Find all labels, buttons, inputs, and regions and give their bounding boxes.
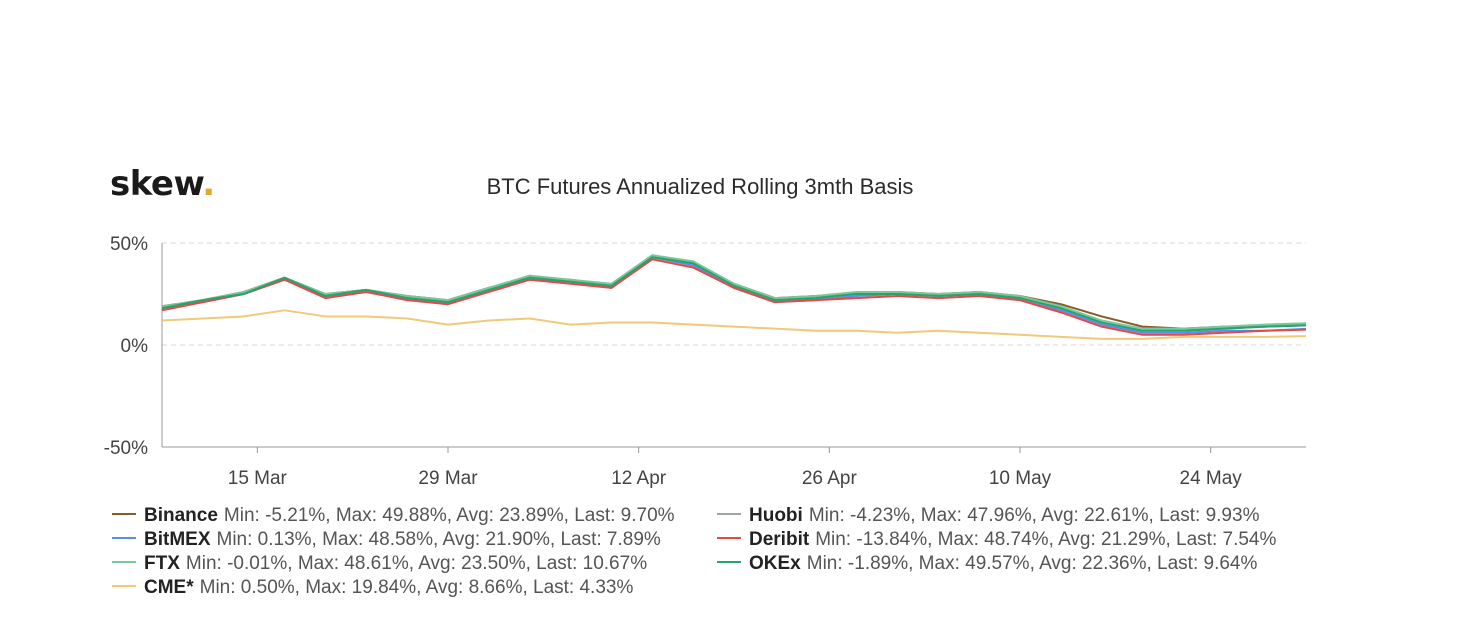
legend-swatch xyxy=(112,584,136,587)
legend-item-cme[interactable]: CME* Min: 0.50%, Max: 19.84%, Avg: 8.66%,… xyxy=(112,576,633,600)
legend-series-name: CME* xyxy=(144,577,194,598)
legend-swatch xyxy=(717,512,741,515)
legend-item-ftx[interactable]: FTX Min: -0.01%, Max: 48.61%, Avg: 23.50%… xyxy=(112,552,647,576)
legend-swatch xyxy=(112,560,136,563)
legend-swatch xyxy=(717,560,741,563)
legend-series-stats: Min: -13.84%, Max: 48.74%, Avg: 21.29%, … xyxy=(815,529,1277,550)
series-line-ftx xyxy=(161,254,1307,330)
legend-item-huobi[interactable]: Huobi Min: -4.23%, Max: 47.96%, Avg: 22.6… xyxy=(717,504,1259,528)
x-tick-label: 12 Apr xyxy=(611,468,667,489)
series-line-binance xyxy=(161,254,1307,330)
legend-swatch xyxy=(112,536,136,539)
legend-item-okex[interactable]: OKEx Min: -1.89%, Max: 49.57%, Avg: 22.36… xyxy=(717,552,1257,576)
x-tick-label: 24 May xyxy=(1180,468,1243,489)
y-tick-label: -50% xyxy=(104,438,148,459)
legend-item-deribit[interactable]: Deribit Min: -13.84%, Max: 48.74%, Avg: 2… xyxy=(717,528,1276,552)
legend-series-stats: Min: 0.13%, Max: 48.58%, Avg: 21.90%, La… xyxy=(216,529,661,550)
legend-series-name: Deribit xyxy=(749,529,810,550)
series-line-deribit xyxy=(161,258,1307,336)
y-tick-label: 0% xyxy=(121,336,149,357)
x-tick-label: 29 Mar xyxy=(418,468,478,489)
y-tick-label: 50% xyxy=(110,234,148,255)
chart-title: BTC Futures Annualized Rolling 3mth Basi… xyxy=(486,174,914,199)
legend-item-binance[interactable]: Binance Min: -5.21%, Max: 49.88%, Avg: 23… xyxy=(112,504,675,528)
legend-series-stats: Min: 0.50%, Max: 19.84%, Avg: 8.66%, Las… xyxy=(199,577,634,598)
legend-series-name: FTX xyxy=(144,553,180,574)
legend-series-stats: Min: -0.01%, Max: 48.61%, Avg: 23.50%, L… xyxy=(185,553,648,574)
x-tick-label: 10 May xyxy=(989,468,1052,489)
legend-series-name: OKEx xyxy=(749,553,801,574)
legend-series-name: BitMEX xyxy=(144,529,211,550)
legend-swatch xyxy=(717,536,741,539)
x-tick-label: 15 Mar xyxy=(228,468,288,489)
legend-swatch xyxy=(112,512,136,515)
series-line-cme xyxy=(161,309,1307,340)
skew-logo: skew. xyxy=(110,164,215,204)
x-tick-label: 26 Apr xyxy=(802,468,858,489)
legend-series-name: Binance xyxy=(144,505,218,526)
legend-series-name: Huobi xyxy=(749,505,803,526)
legend-series-stats: Min: -5.21%, Max: 49.88%, Avg: 23.89%, L… xyxy=(223,505,675,526)
legend-series-stats: Min: -1.89%, Max: 49.57%, Avg: 22.36%, L… xyxy=(806,553,1258,574)
legend-item-bitmex[interactable]: BitMEX Min: 0.13%, Max: 48.58%, Avg: 21.9… xyxy=(112,528,661,552)
series-line-okex xyxy=(161,256,1307,332)
legend-series-stats: Min: -4.23%, Max: 47.96%, Avg: 22.61%, L… xyxy=(808,505,1260,526)
